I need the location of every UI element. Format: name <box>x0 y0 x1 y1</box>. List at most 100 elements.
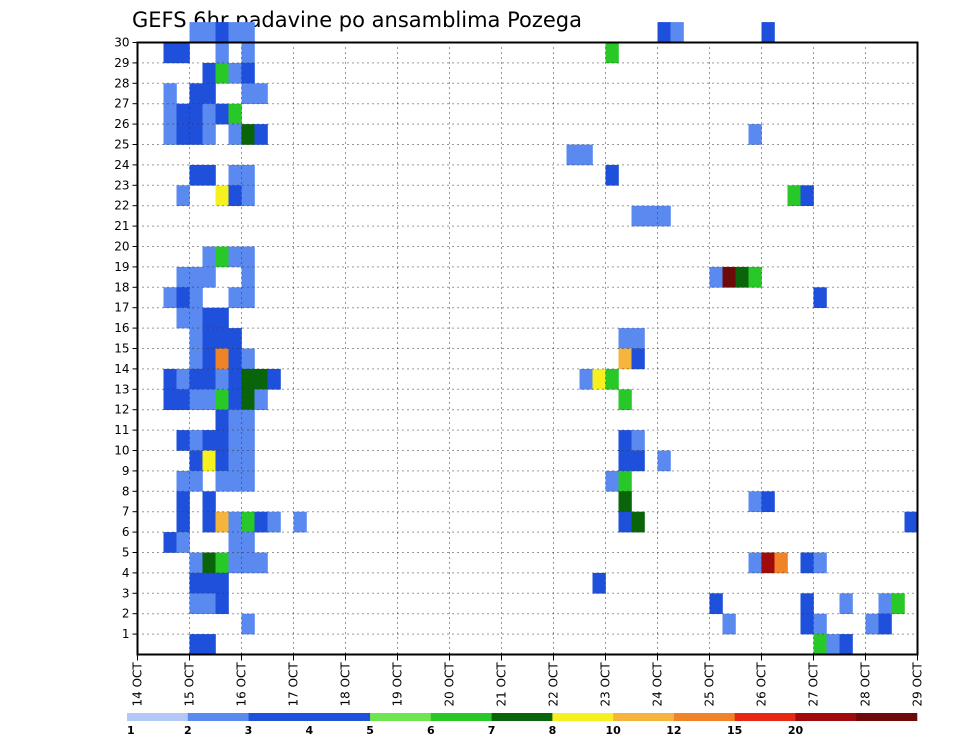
heat-cell <box>163 124 177 145</box>
colorbar-swatch <box>673 713 735 721</box>
heat-cell <box>748 491 762 512</box>
heat-cell <box>202 103 216 125</box>
heat-cell <box>202 511 216 533</box>
heat-cell <box>202 124 216 145</box>
heat-cell <box>748 552 762 574</box>
heat-cell <box>189 266 203 288</box>
heat-cell <box>202 552 216 574</box>
x-tick-label: 16 OCT <box>235 662 249 707</box>
heat-cell <box>202 491 216 512</box>
heat-cell <box>618 511 632 533</box>
heat-cell <box>241 246 255 268</box>
heat-cell <box>631 511 645 533</box>
heat-cell <box>202 450 216 472</box>
heat-cell <box>618 348 632 370</box>
y-tick-label: 30 <box>114 36 129 50</box>
heat-cell <box>605 42 619 64</box>
heat-cell <box>670 22 684 43</box>
heat-cell <box>189 164 203 186</box>
heat-cell <box>241 389 255 410</box>
heat-cell <box>904 511 918 533</box>
heat-cell <box>878 613 892 635</box>
heat-cell <box>228 430 242 451</box>
heat-cell <box>761 491 775 512</box>
x-tick-label: 26 OCT <box>755 662 769 707</box>
colorbar-swatch <box>370 713 432 721</box>
heat-cell <box>631 430 645 451</box>
x-tick-label: 27 OCT <box>807 662 821 707</box>
heat-cell <box>241 470 255 492</box>
colorbar-swatch <box>248 713 310 721</box>
y-tick-label: 5 <box>122 546 130 560</box>
heat-cell <box>748 266 762 288</box>
heat-cell <box>228 103 242 125</box>
heat-cell <box>215 328 229 349</box>
heat-cell <box>657 22 671 43</box>
y-tick-label: 19 <box>114 260 129 274</box>
heat-cell <box>202 266 216 288</box>
heat-cell <box>176 491 190 512</box>
heat-cell <box>241 532 255 553</box>
heat-cell <box>189 22 203 43</box>
colorbar-swatch <box>734 713 796 721</box>
x-tick-label: 20 OCT <box>443 662 457 707</box>
heat-cell <box>722 613 736 635</box>
y-tick-label: 20 <box>114 240 129 254</box>
heat-cell <box>163 389 177 410</box>
heat-cell <box>189 552 203 574</box>
colorbar-swatch <box>430 713 492 721</box>
y-axis: 1234567891011121314151617181920212223242… <box>114 36 138 641</box>
y-tick-label: 3 <box>122 586 130 600</box>
colorbar-label: 12 <box>666 724 681 737</box>
heat-cell <box>618 450 632 472</box>
heat-cell <box>241 164 255 186</box>
colorbar-swatch <box>127 713 189 721</box>
x-tick-label: 17 OCT <box>287 662 301 707</box>
heat-cell <box>839 593 853 614</box>
heat-cell <box>657 205 671 227</box>
heat-cell <box>228 552 242 574</box>
heat-cell <box>241 22 255 43</box>
colorbar-label: 4 <box>305 724 313 737</box>
colorbar-label: 5 <box>366 724 374 737</box>
colorbar-label: 7 <box>488 724 496 737</box>
heat-cell <box>631 450 645 472</box>
heat-cell <box>176 368 190 390</box>
heat-cell <box>839 634 853 655</box>
heat-cell <box>241 348 255 370</box>
y-tick-label: 18 <box>114 280 129 294</box>
colorbar-swatch <box>795 713 857 721</box>
heat-cell <box>228 409 242 431</box>
heat-cell <box>228 368 242 390</box>
heat-cell <box>800 593 814 614</box>
y-tick-label: 11 <box>114 423 129 437</box>
heat-cell <box>254 83 268 104</box>
heat-cell <box>202 62 216 84</box>
heat-cell <box>241 42 255 64</box>
x-tick-label: 21 OCT <box>495 662 509 707</box>
heat-cell <box>189 572 203 594</box>
heat-cell <box>176 430 190 451</box>
heat-cell <box>241 266 255 288</box>
heat-cell <box>202 634 216 655</box>
heat-cell <box>202 430 216 451</box>
colorbar-label: 15 <box>727 724 742 737</box>
y-tick-label: 23 <box>114 178 129 192</box>
heat-cell <box>189 389 203 410</box>
heat-cell <box>228 389 242 410</box>
heat-cell <box>865 613 879 635</box>
heat-cell <box>215 593 229 614</box>
heat-cell <box>241 613 255 635</box>
colorbar-swatch <box>552 713 614 721</box>
heat-cell <box>215 450 229 472</box>
heat-cell <box>748 124 762 145</box>
heat-cell <box>202 348 216 370</box>
heat-cell <box>228 62 242 84</box>
heat-cell <box>735 266 749 288</box>
y-tick-label: 21 <box>114 219 129 233</box>
x-tick-label: 23 OCT <box>599 662 613 707</box>
heat-cell <box>228 470 242 492</box>
y-tick-label: 14 <box>114 362 129 376</box>
y-tick-label: 26 <box>114 117 129 131</box>
